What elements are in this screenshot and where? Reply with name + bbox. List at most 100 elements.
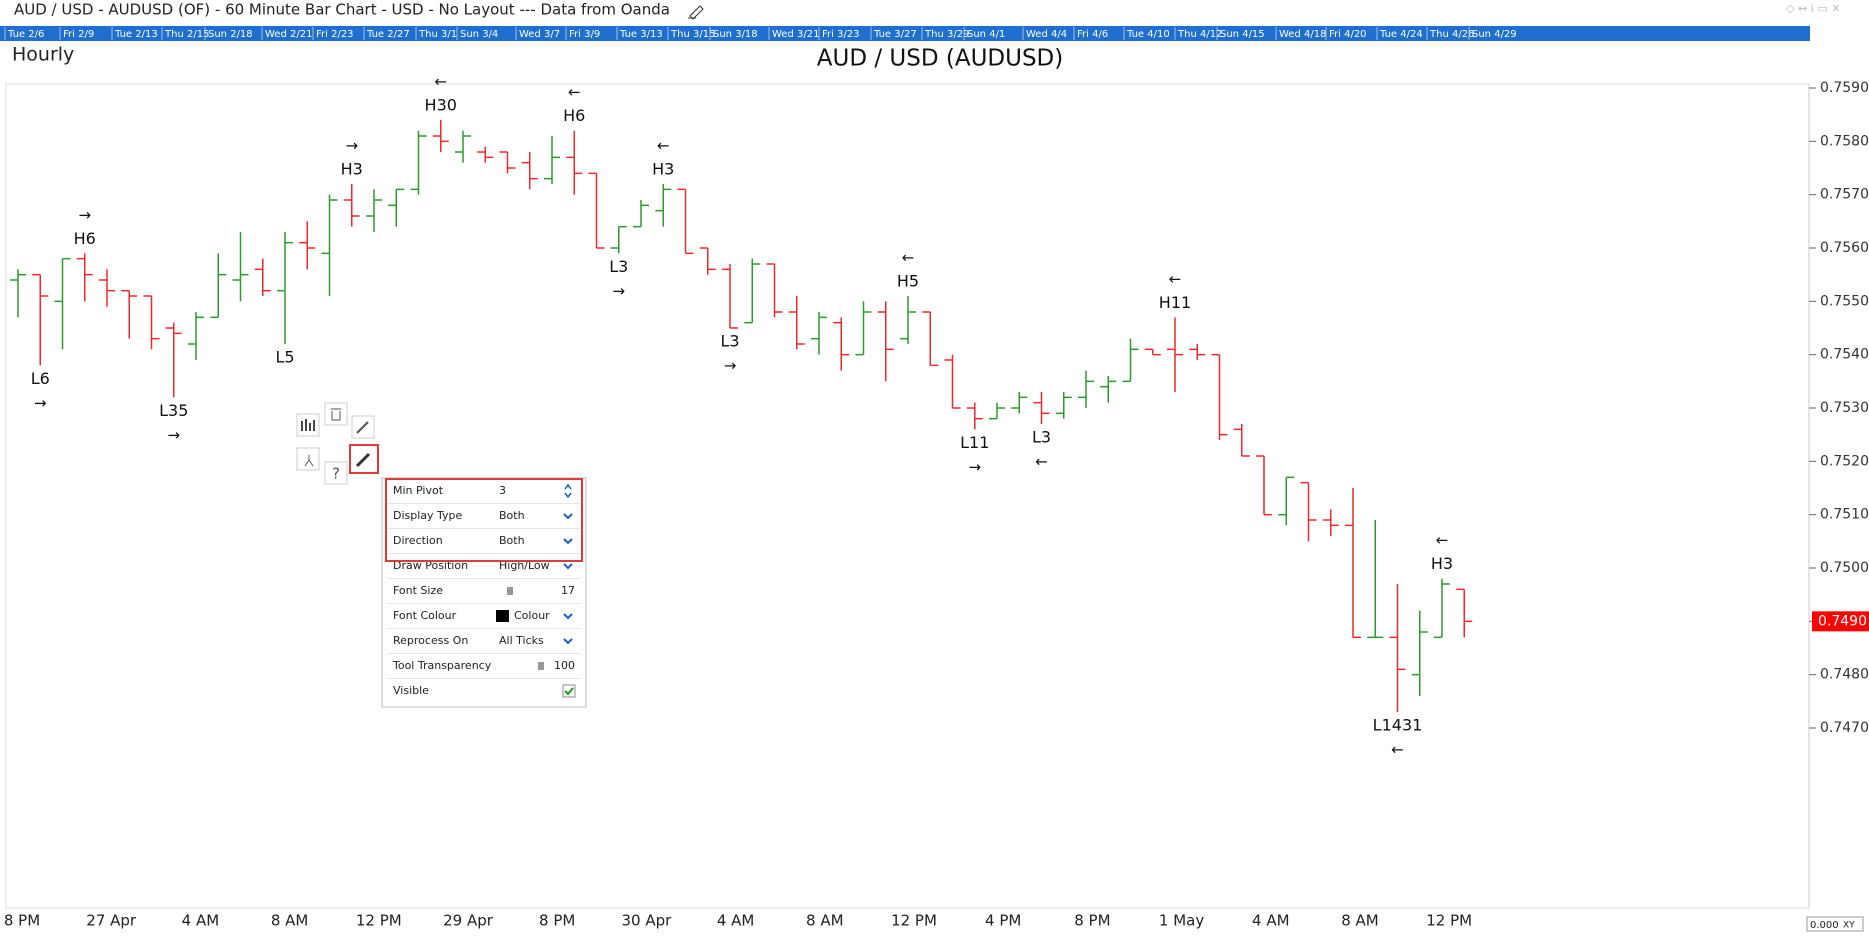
date-strip-label[interactable]: Sun 4/1: [967, 29, 1005, 40]
date-strip-label[interactable]: Wed 2/21: [265, 29, 312, 40]
pivot-arrow: →: [612, 282, 625, 300]
pivot-label: L3: [720, 332, 739, 351]
setting-value[interactable]: Both: [499, 534, 525, 547]
date-strip-label[interactable]: Wed 3/7: [519, 29, 560, 40]
y-tick-label: 0.7540: [1820, 347, 1869, 363]
settings-rows: Min Pivot 3 Display Type Both Direction Both D…: [388, 483, 580, 698]
status-box: [1806, 916, 1864, 932]
chart-title: AUD / USD (AUDUSD): [817, 46, 1063, 72]
x-tick-label: 1 May: [1159, 912, 1204, 930]
run-icon[interactable]: [296, 447, 320, 471]
date-strip: [0, 26, 1810, 41]
date-strip-label[interactable]: Thu 3/1: [418, 29, 457, 40]
setting-label: Font Size: [393, 584, 443, 597]
dropdown-chevron[interactable]: [563, 613, 573, 620]
date-strip-label[interactable]: Wed 4/18: [1279, 29, 1326, 40]
setting-value[interactable]: 3: [499, 484, 506, 497]
pivot-arrow: ←: [1436, 531, 1449, 549]
setting-value[interactable]: Colour: [514, 609, 550, 622]
chart-icon-glyph: [301, 419, 315, 431]
pivot-arrow: ←: [1035, 453, 1048, 471]
pivot-arrow: →: [34, 394, 47, 412]
date-strip-label[interactable]: Fri 4/20: [1329, 29, 1367, 40]
setting-value[interactable]: 100: [554, 659, 575, 672]
date-strip-label[interactable]: Fri 4/6: [1077, 29, 1108, 40]
date-strip-label[interactable]: Tue 2/27: [366, 29, 410, 40]
y-tick-label: 0.7480: [1820, 667, 1869, 683]
pivot-arrow: ←: [568, 83, 581, 101]
status-xy[interactable]: XY: [1843, 921, 1855, 931]
wrench-glyph: [356, 421, 369, 434]
x-tick-label: 4 AM: [717, 912, 755, 930]
date-strip-label[interactable]: Wed 3/21: [772, 29, 819, 40]
date-strip-label[interactable]: Sun 4/15: [1220, 29, 1265, 40]
dropdown-chevron[interactable]: [563, 563, 573, 570]
pivot-label: H6: [563, 106, 585, 125]
date-strip-label[interactable]: Sun 4/29: [1472, 29, 1517, 40]
date-strip-label[interactable]: Thu 4/12: [1177, 29, 1222, 40]
date-strip-label[interactable]: Tue 4/24: [1379, 29, 1423, 40]
chart-icon[interactable]: [296, 413, 320, 437]
x-tick-label: 8 PM: [1074, 912, 1110, 930]
x-tick-label: 8 AM: [271, 912, 309, 930]
date-strip-label[interactable]: Fri 3/23: [822, 29, 860, 40]
date-strip-label[interactable]: Wed 4/4: [1026, 29, 1067, 40]
date-strip-label[interactable]: Fri 3/9: [569, 29, 600, 40]
edit-title-icon[interactable]: [688, 5, 704, 20]
run-glyph: [304, 455, 314, 467]
pivot-arrow: ←: [434, 73, 447, 91]
delete-icon[interactable]: [324, 402, 348, 426]
help-icon[interactable]: [324, 461, 348, 485]
date-strip-label[interactable]: Tue 3/13: [619, 29, 663, 40]
window-controls[interactable]: ◇ ↔ i ▭ ✕: [1786, 2, 1840, 15]
setting-label: Tool Transparency: [392, 659, 492, 672]
bars: 0.7470 0.7480 0.7490 0.7500 0.7510 0.7520 0.75…: [4, 73, 1869, 930]
pivot-arrow: →: [345, 137, 358, 155]
x-tick-label: 4 AM: [1252, 912, 1290, 930]
dropdown-chevron[interactable]: [563, 638, 573, 645]
x-tick-label: 30 Apr: [621, 912, 672, 930]
pivot-arrow: →: [78, 206, 91, 224]
date-strip-label[interactable]: Thu 3/15: [670, 29, 715, 40]
date-strip-label[interactable]: Sun 2/18: [208, 29, 253, 40]
setting-value[interactable]: 17: [561, 584, 575, 597]
x-tick-label: 12 PM: [891, 912, 937, 930]
y-tick-label: 0.7520: [1820, 453, 1869, 469]
setting-value[interactable]: Both: [499, 509, 525, 522]
pivot-label: L6: [31, 369, 50, 388]
pivot-arrow: ←: [1391, 741, 1404, 759]
x-tick-label: 29 Apr: [443, 912, 494, 930]
setting-value[interactable]: All Ticks: [499, 634, 544, 647]
date-strip-label[interactable]: Thu 4/26: [1429, 29, 1474, 40]
pivot-arrow: →: [167, 426, 180, 444]
pivot-label: L5: [275, 348, 294, 367]
date-strip-label[interactable]: Thu 2/15: [164, 29, 209, 40]
date-strip-label[interactable]: Sun 3/18: [713, 29, 758, 40]
y-tick-label: 0.7570: [1820, 187, 1869, 203]
setting-value[interactable]: High/Low: [499, 559, 550, 572]
pivot-label: H3: [341, 160, 363, 179]
date-strip-label[interactable]: Tue 2/6: [7, 29, 44, 40]
y-tick-label: 0.7530: [1820, 400, 1869, 416]
dropdown-chevron[interactable]: [563, 538, 573, 545]
dropdown-chevron[interactable]: [563, 513, 573, 520]
setting-label: Display Type: [393, 509, 463, 522]
date-strip-label[interactable]: Fri 2/23: [316, 29, 354, 40]
date-strip-label[interactable]: Thu 3/29: [924, 29, 969, 40]
help-glyph: ?: [332, 465, 340, 483]
date-strip-label[interactable]: Sun 3/4: [460, 29, 498, 40]
y-tick-label: 0.7590: [1820, 80, 1869, 96]
date-strip-label[interactable]: Tue 4/10: [1126, 29, 1170, 40]
spinner[interactable]: [564, 483, 572, 499]
pivot-label: L1431: [1373, 716, 1423, 735]
date-strip-label[interactable]: Fri 2/9: [63, 29, 94, 40]
x-tick-label: 8 PM: [539, 912, 575, 930]
pivot-label: H5: [897, 272, 919, 291]
x-tick-label: 12 PM: [1426, 912, 1472, 930]
date-strip-label[interactable]: Tue 2/13: [114, 29, 158, 40]
pivot-label: L35: [159, 401, 188, 420]
pivot-label: H30: [425, 96, 457, 115]
date-strip-label[interactable]: Tue 3/27: [873, 29, 917, 40]
slider-icon: [507, 587, 513, 595]
checkbox[interactable]: [562, 684, 576, 698]
